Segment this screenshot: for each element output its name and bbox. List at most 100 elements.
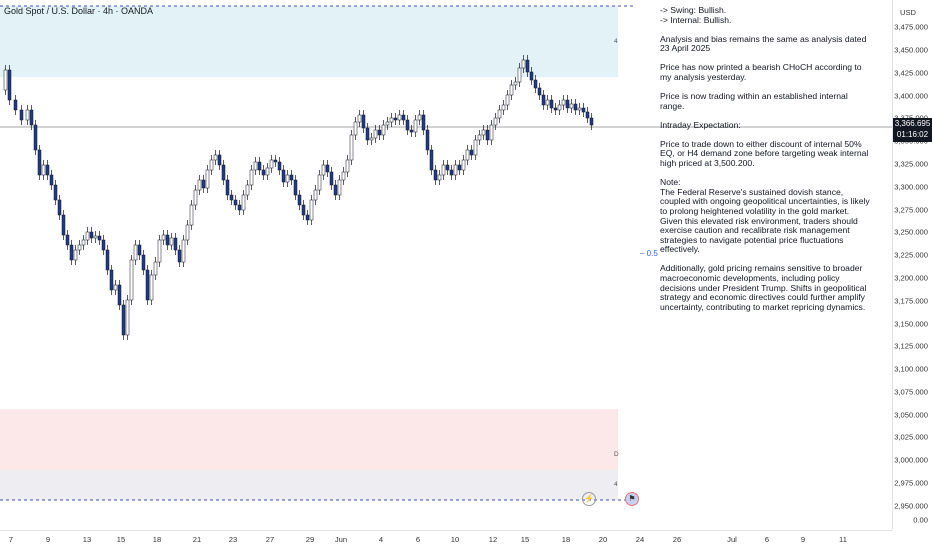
bear-candle [165, 234, 170, 246]
bear-candle [137, 244, 142, 256]
bull-candle [93, 235, 98, 239]
time-tick: 6 [415, 535, 421, 544]
bear-candle [573, 103, 578, 111]
bear-candle [277, 161, 282, 171]
price-tick: 3,225.000 [894, 250, 928, 260]
bull-candle [557, 104, 562, 111]
price-chart[interactable] [0, 0, 892, 530]
time-tick: 15 [116, 535, 126, 544]
demand-zone [0, 409, 618, 470]
bear-candle [221, 164, 226, 181]
symbol-title[interactable]: Gold Spot / U.S. Dollar · 4h · OANDA [4, 6, 154, 16]
bull-candle [181, 239, 186, 263]
bull-candle [453, 164, 458, 176]
bull-candle [437, 174, 442, 181]
price-tick: 3,125.000 [894, 341, 928, 351]
bull-candle [313, 189, 318, 201]
bear-candle [145, 269, 150, 301]
bear-candle [525, 59, 530, 73]
time-axis[interactable] [0, 530, 892, 551]
bull-candle [309, 199, 314, 221]
price-tick: 3,100.000 [894, 364, 928, 374]
bull-candle [389, 117, 394, 123]
price-tick: 2,975.000 [894, 478, 928, 488]
bull-candle [345, 159, 350, 173]
bear-candle [585, 111, 590, 119]
bear-candle [177, 249, 182, 263]
bull-candle [341, 171, 346, 181]
bull-candle [497, 109, 502, 119]
bull-candle [253, 161, 258, 171]
zone-mark-bottom: 4 [614, 481, 618, 488]
time-tick: 23 [228, 535, 238, 544]
time-tick: 7 [8, 535, 14, 544]
bear-candle [445, 164, 450, 171]
bull-candle [269, 159, 274, 169]
time-tick: 26 [672, 535, 682, 544]
flag-icon[interactable]: ⚑ [625, 492, 639, 506]
zone-mark-top: 4 [614, 38, 618, 45]
time-tick: 18 [561, 535, 571, 544]
bear-candle [457, 164, 462, 171]
bull-candle [185, 224, 190, 241]
price-tick: 3,275.000 [894, 205, 928, 215]
price-axis[interactable] [892, 0, 932, 530]
bear-candle [229, 194, 234, 201]
bull-candle [317, 174, 322, 191]
bear-candle [13, 99, 18, 111]
bull-candle [209, 159, 214, 171]
bear-candle [329, 171, 334, 186]
note-intraday-heading: Intraday Expectation: [660, 119, 741, 130]
currency-label: USD [900, 8, 917, 17]
bear-candle [89, 231, 94, 239]
bull-candle [473, 139, 478, 156]
time-tick: 21 [192, 535, 202, 544]
bull-candle [481, 129, 486, 136]
bear-candle [217, 154, 222, 166]
lightning-icon[interactable]: ⚡ [582, 492, 596, 506]
bull-candle [369, 137, 374, 141]
bear-candle [45, 164, 50, 176]
price-tick: 3,150.000 [894, 319, 928, 329]
time-tick: Jun [334, 535, 348, 544]
bear-candle [429, 149, 434, 171]
bear-candle [141, 254, 146, 271]
bear-candle [105, 249, 110, 271]
bear-candle [537, 87, 542, 96]
bear-candle [529, 71, 534, 81]
bear-candle [433, 169, 438, 181]
bull-candle [357, 114, 362, 123]
price-tick: 3,175.000 [894, 296, 928, 306]
bull-candle [413, 119, 418, 133]
note-intraday-expectation: Price to trade down to either discount o… [660, 138, 869, 169]
bull-candle [149, 274, 154, 301]
bull-candle [161, 234, 166, 241]
bear-candle [485, 129, 490, 141]
bear-candle [29, 109, 34, 126]
current-price-value: 3,366.695 [894, 119, 931, 128]
bull-candle [193, 189, 198, 206]
bull-candle [197, 179, 202, 191]
bull-candle [517, 67, 522, 83]
bear-candle [49, 174, 54, 186]
zone-mark-demand: D [614, 451, 619, 458]
bear-candle [69, 244, 74, 261]
bull-candle [561, 99, 566, 106]
bear-candle [117, 284, 122, 306]
bull-candle [489, 124, 494, 141]
bull-candle [385, 121, 390, 126]
analysis-notes: -> Swing: Bullish. -> Internal: Bullish.… [660, 5, 870, 322]
bear-candle [305, 214, 310, 221]
price-tick: 3,425.000 [894, 68, 928, 78]
price-tick: 3,200.000 [894, 273, 928, 283]
bear-candle [549, 99, 554, 109]
bull-candle [153, 261, 158, 276]
bear-candle [361, 114, 366, 129]
note-bias: -> Swing: Bullish. -> Internal: Bullish. [660, 5, 732, 25]
price-tick: 0.00 [913, 515, 928, 525]
bear-candle [401, 114, 406, 121]
bear-candle [565, 99, 570, 109]
bull-candle [349, 134, 354, 161]
bear-candle [553, 107, 558, 111]
bull-candle [85, 231, 90, 241]
